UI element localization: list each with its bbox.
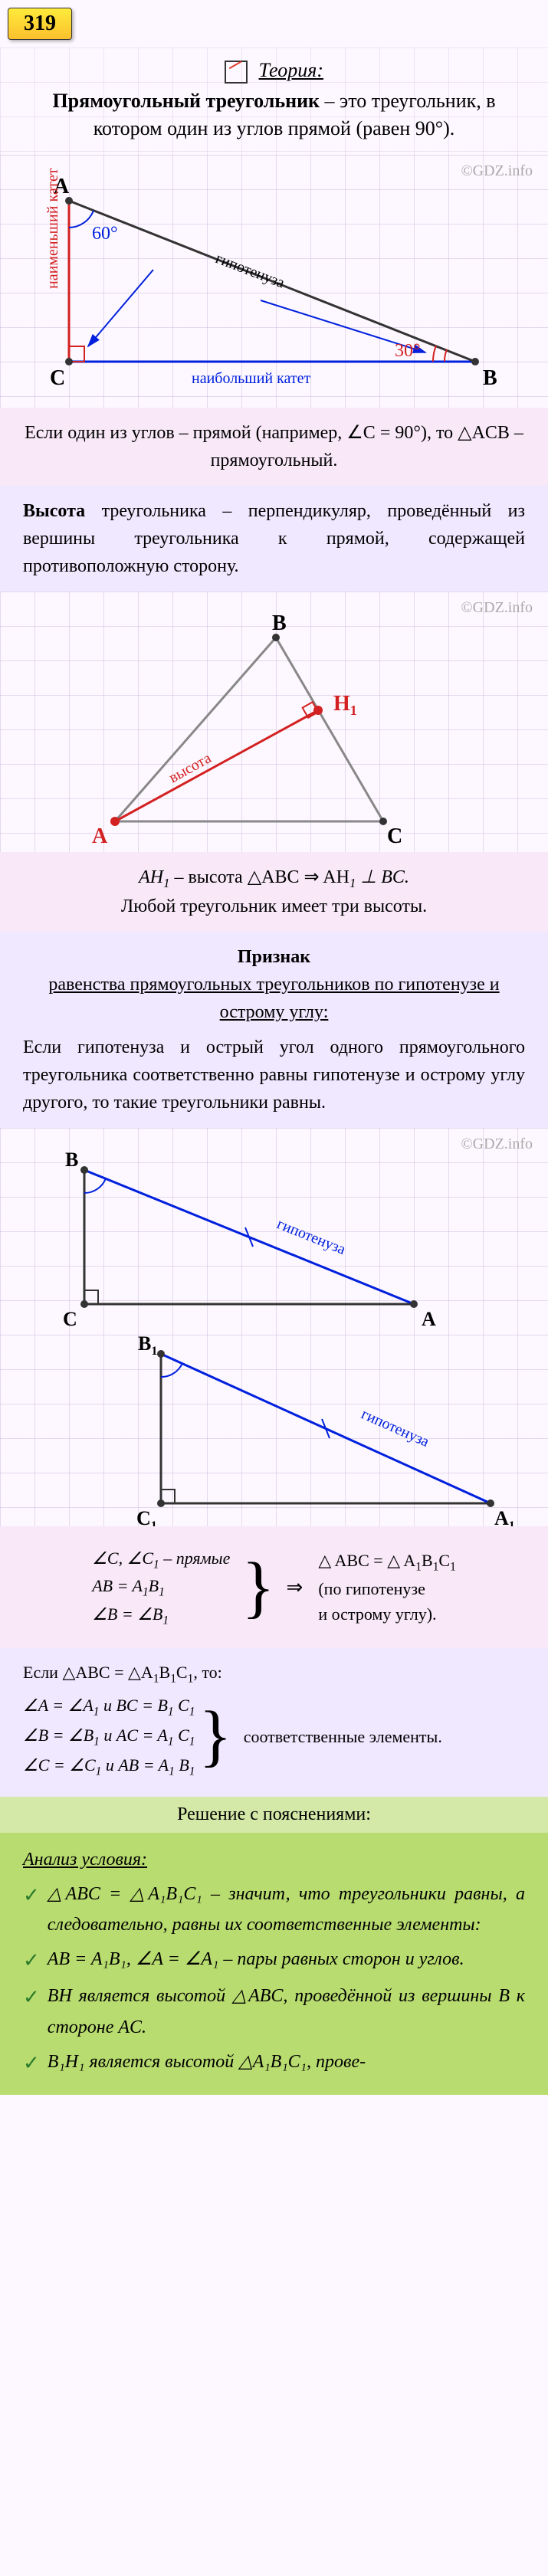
checkmark-icon: ✓ — [23, 1981, 40, 2014]
svg-text:B: B — [65, 1149, 78, 1171]
vertex-b-label: B — [483, 366, 497, 390]
solution-item-text: BH является высотой △ABC, проведённой из… — [48, 1981, 525, 2043]
right-triangle-diagram: ©GDZ.info — [0, 155, 548, 408]
altitude-definition: Высота треугольника – перпендикуляр, про… — [0, 486, 548, 592]
theory-title: Теория: — [259, 59, 323, 81]
copyright-label: ©GDZ.info — [461, 162, 533, 180]
solution-header: Решение с пояснениями: — [0, 1797, 548, 1833]
solution-item: ✓△ABC = △A₁B₁C₁ – значит, что треугольни… — [23, 1879, 525, 1942]
solution-item-text: B₁H₁ является высотой △A₁B₁C₁, прове- — [48, 2047, 525, 2078]
angle-b-label: 30° — [395, 341, 421, 361]
theory-header: Теория: — [0, 48, 548, 87]
criterion-block: Признак равенства прямоугольных треуголь… — [0, 932, 548, 1128]
right-triangle-term: Прямоугольный треугольник — [52, 90, 320, 112]
svg-text:C: C — [63, 1308, 77, 1330]
small-leg-label: наименьший катет — [44, 168, 61, 289]
solution-item: ✓ AB = A₁B₁, ∠A = ∠A₁ – пары равных сторо… — [23, 1944, 525, 1978]
task-number-badge: 319 — [8, 8, 72, 40]
svg-text:A: A — [92, 824, 108, 848]
altitude-diagram: ©GDZ.info A B C H1 высота — [0, 592, 548, 852]
big-leg-label: наибольший катет — [192, 370, 310, 387]
right-triangle-note: Если один из углов – прямой (например, ∠… — [0, 408, 548, 486]
checkmark-icon: ✓ — [23, 1944, 40, 1978]
solution-item: ✓ B₁H₁ является высотой △A₁B₁C₁, прове- — [23, 2047, 525, 2080]
proof-block: ∠C, ∠C1 – прямые AB = A1B1 ∠B = ∠B1 } ⇒ … — [0, 1526, 548, 1649]
altitude-note: AH1 – высота △ABC ⇒ AH1 ⊥ BC. Любой треу… — [0, 852, 548, 932]
copyright-label-3: ©GDZ.info — [461, 1136, 533, 1153]
solution-body: Анализ условия: ✓△ABC = △A₁B₁C₁ – значит… — [0, 1833, 548, 2095]
svg-text:C: C — [387, 824, 402, 848]
criterion-diagram: ©GDZ.info B C A гипотенуза — [0, 1128, 548, 1526]
note-icon — [225, 61, 248, 84]
checkmark-icon: ✓ — [23, 2047, 40, 2080]
solution-item: ✓BH является высотой △ABC, проведённой и… — [23, 1981, 525, 2043]
checkmark-icon: ✓ — [23, 1879, 40, 1912]
solution-item-text: △ABC = △A₁B₁C₁ – значит, что треугольник… — [48, 1879, 525, 1942]
correspondence-block: Если △ABC = △A1B1C1, то: ∠A = ∠A1 и BC =… — [0, 1648, 548, 1797]
solution-item-text: AB = A₁B₁, ∠A = ∠A₁ – пары равных сторон… — [48, 1944, 525, 1975]
angle-a-label: 60° — [92, 224, 118, 244]
vertex-c-label: C — [50, 366, 65, 390]
copyright-label-2: ©GDZ.info — [461, 599, 533, 617]
svg-text:B: B — [272, 611, 287, 635]
svg-text:A: A — [422, 1308, 436, 1330]
